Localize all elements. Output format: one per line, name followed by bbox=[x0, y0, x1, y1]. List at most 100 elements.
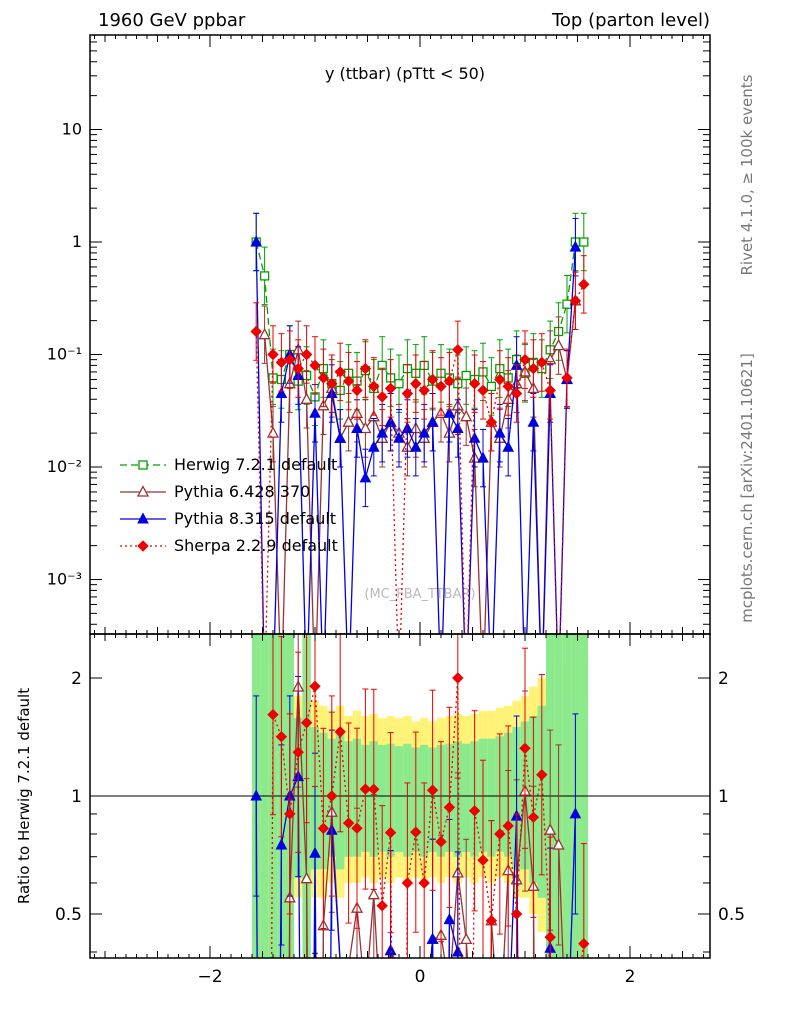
marker-triangle-icon bbox=[426, 415, 439, 427]
x-tick-label: 2 bbox=[625, 967, 636, 987]
marker-triangle-icon bbox=[309, 846, 321, 858]
ratio-tick-label-left: 2 bbox=[71, 669, 82, 689]
marker-diamond-icon bbox=[342, 817, 355, 829]
marker-diamond-icon bbox=[426, 784, 439, 796]
band-green bbox=[562, 634, 572, 958]
legend-label: Herwig 7.2.1 default bbox=[174, 455, 337, 474]
marker-diamond-icon bbox=[384, 826, 397, 839]
marker-diamond-icon bbox=[334, 726, 346, 738]
marker-triangle-icon bbox=[502, 440, 515, 452]
marker-diamond-icon bbox=[334, 366, 346, 378]
marker-diamond-icon bbox=[267, 348, 279, 361]
marker-triangle-open-icon bbox=[266, 426, 280, 438]
series-line-pythia6 bbox=[288, 686, 564, 958]
marker-diamond-icon bbox=[443, 801, 456, 814]
band-green bbox=[378, 744, 387, 852]
marker-diamond-icon bbox=[275, 356, 288, 369]
marker-triangle-open-icon bbox=[552, 338, 565, 351]
marker-diamond-icon bbox=[267, 708, 279, 721]
marker-diamond-icon bbox=[510, 387, 523, 400]
marker-triangle-icon bbox=[351, 421, 363, 433]
ratio-series-sherpa bbox=[267, 634, 590, 958]
marker-triangle-icon bbox=[376, 426, 389, 438]
ratio-tick-label-left: 0.5 bbox=[55, 905, 82, 925]
marker-diamond-icon bbox=[300, 348, 313, 361]
marker-diamond-icon bbox=[368, 380, 380, 393]
marker-diamond-icon bbox=[477, 854, 489, 866]
marker-diamond-icon bbox=[435, 380, 447, 393]
marker-triangle-icon bbox=[409, 440, 422, 452]
marker-triangle-open-icon bbox=[258, 327, 271, 340]
marker-diamond-icon bbox=[468, 377, 481, 390]
marker-diamond-icon bbox=[368, 783, 380, 796]
ratio-bands bbox=[252, 634, 588, 958]
marker-diamond-icon bbox=[578, 937, 590, 950]
marker-triangle-icon bbox=[275, 386, 288, 398]
marker-diamond-icon bbox=[292, 362, 304, 375]
series-pythia8 bbox=[250, 212, 582, 634]
marker-triangle-icon bbox=[443, 913, 456, 925]
marker-triangle-icon bbox=[384, 415, 397, 427]
marker-diamond-icon bbox=[494, 828, 506, 840]
marker-diamond-icon bbox=[418, 384, 430, 397]
marker-diamond-icon bbox=[502, 380, 514, 393]
marker-diamond-icon bbox=[418, 877, 430, 889]
marker-diamond-icon bbox=[477, 384, 489, 397]
y-tick-label: 10⁻¹ bbox=[47, 345, 82, 364]
marker-diamond-icon bbox=[485, 914, 498, 927]
marker-triangle-open-icon bbox=[460, 409, 473, 422]
marker-triangle-icon bbox=[451, 421, 464, 433]
x-tick-label: 0 bbox=[415, 967, 426, 987]
marker-triangle-open-icon bbox=[460, 932, 473, 945]
ratio-axis-title: Ratio to Herwig 7.2.1 default bbox=[15, 688, 33, 904]
marker-triangle-open-icon bbox=[300, 392, 313, 404]
plot-title: y (ttbar) (pTtt < 50) bbox=[325, 64, 485, 83]
marker-diamond-icon bbox=[317, 822, 330, 835]
marker-diamond-icon bbox=[309, 359, 321, 372]
marker-triangle-icon bbox=[569, 807, 582, 819]
marker-triangle-open-icon bbox=[367, 887, 380, 900]
ratio-tick-label-right: 2 bbox=[718, 669, 729, 689]
marker-diamond-icon bbox=[569, 295, 582, 307]
watermark-label: (MC_FBA_TTBAR) bbox=[364, 587, 475, 602]
marker-diamond-icon bbox=[351, 822, 363, 834]
marker-triangle-icon bbox=[477, 451, 489, 463]
marker-triangle-icon bbox=[384, 944, 397, 956]
marker-diamond-icon bbox=[359, 362, 372, 375]
y-tick-label: 10 bbox=[62, 120, 82, 139]
marker-diamond-icon bbox=[326, 377, 338, 390]
marker-triangle-open-icon bbox=[342, 415, 355, 427]
marker-triangle-open-icon bbox=[544, 823, 557, 835]
marker-triangle-open-icon bbox=[136, 485, 150, 497]
marker-triangle-icon bbox=[569, 240, 582, 252]
marker-diamond-icon bbox=[359, 783, 372, 795]
marker-diamond-icon bbox=[527, 811, 540, 824]
marker-diamond-icon bbox=[326, 790, 338, 802]
marker-triangle-open-icon bbox=[359, 421, 372, 434]
axes: −2 0 2 10 1 10⁻¹ 10⁻² 10⁻³ 0.5 0.5 1 1 2 2 bbox=[47, 35, 745, 987]
marker-diamond-icon bbox=[468, 805, 481, 817]
marker-diamond-icon bbox=[342, 375, 355, 387]
band-green bbox=[394, 746, 404, 852]
legend-label: Pythia 8.315 default bbox=[174, 509, 336, 528]
marker-triangle-icon bbox=[493, 426, 506, 438]
legend: Herwig 7.2.1 default Pythia 6.428 370 Pyth… bbox=[120, 455, 338, 555]
marker-triangle-icon bbox=[309, 406, 321, 418]
marker-triangle-icon bbox=[137, 512, 149, 524]
marker-triangle-open-icon bbox=[300, 871, 313, 884]
marker-diamond-icon bbox=[401, 387, 414, 400]
marker-triangle-icon bbox=[401, 421, 414, 433]
marker-diamond-icon bbox=[544, 931, 556, 943]
ratio-tick-label-right: 0.5 bbox=[718, 905, 745, 925]
marker-square-icon bbox=[579, 237, 589, 247]
marker-diamond-icon bbox=[502, 820, 514, 832]
marker-triangle-icon bbox=[418, 426, 431, 438]
marker-square-icon bbox=[259, 271, 270, 281]
rivet-version-label: Rivet 4.1.0, ≥ 100k events bbox=[738, 74, 756, 275]
legend-label: Pythia 6.428 370 bbox=[174, 482, 310, 501]
marker-diamond-icon bbox=[544, 384, 556, 397]
marker-diamond-icon bbox=[401, 877, 414, 889]
legend-label: Sherpa 2.2.9 default bbox=[174, 536, 338, 555]
